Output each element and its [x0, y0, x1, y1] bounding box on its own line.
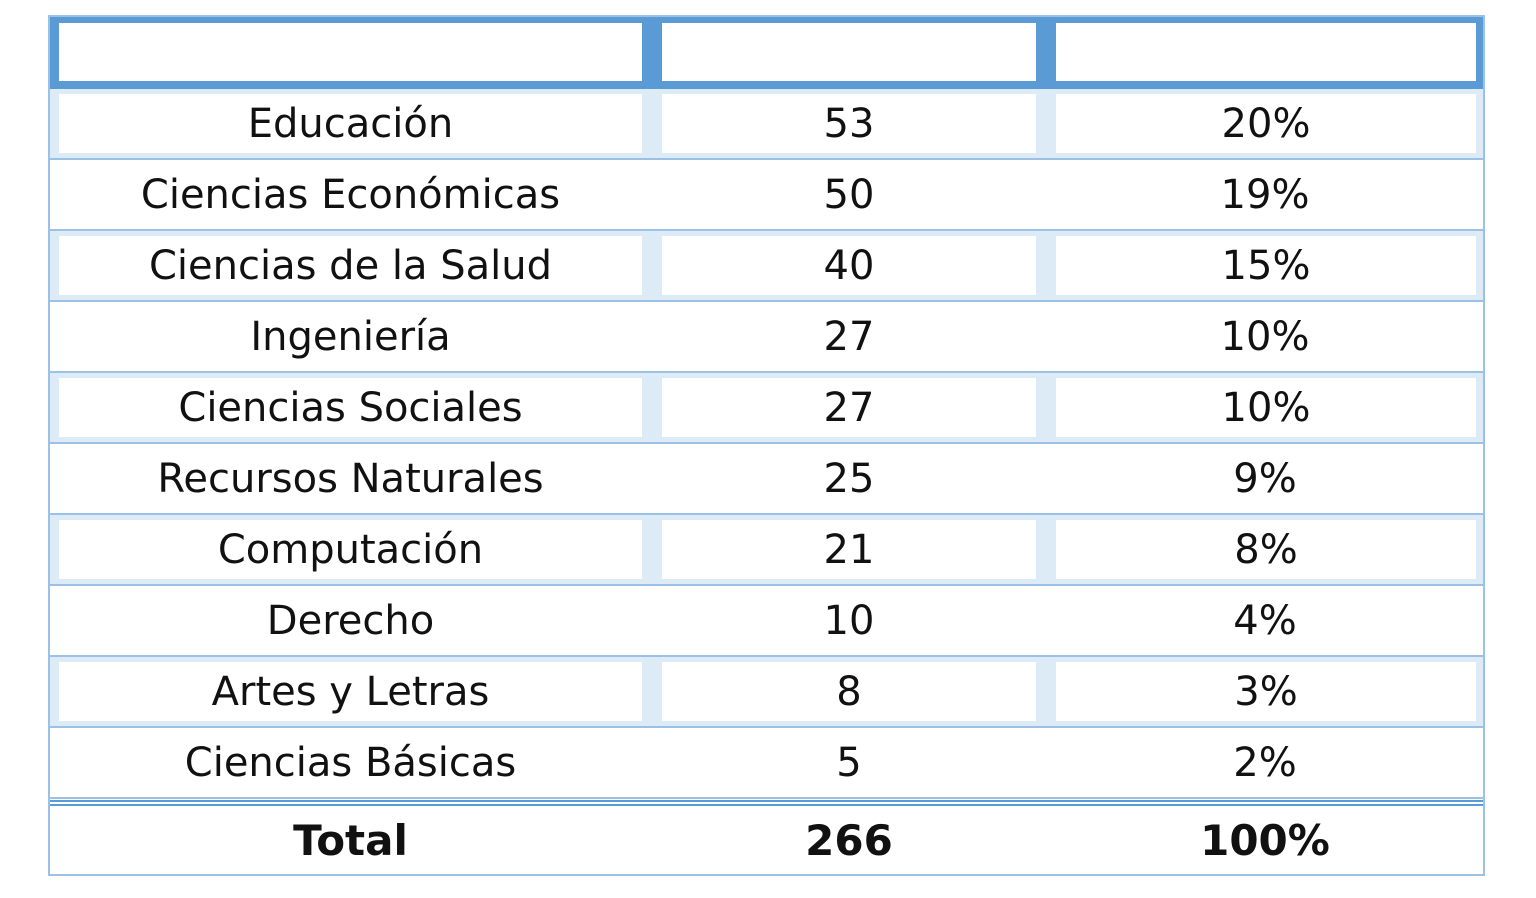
row-percent-cell: 2%: [1233, 739, 1297, 786]
row-area-cell: Ciencias Sociales: [59, 378, 642, 437]
row-count-cell: 5: [836, 739, 862, 786]
row-area-cell: Educación: [59, 94, 642, 153]
row-area-cell: Derecho: [266, 597, 435, 644]
table-header-row: [50, 17, 1483, 89]
row-area-cell: Ciencias Económicas: [140, 171, 561, 218]
row-percent-cell: 20%: [1056, 94, 1476, 153]
table-row: Ciencias de la Salud 40 15%: [50, 231, 1483, 302]
row-percent-cell: 15%: [1056, 236, 1476, 295]
row-count-cell: 10: [823, 597, 875, 644]
row-area-cell: Computación: [59, 520, 642, 579]
row-percent-cell: 8%: [1056, 520, 1476, 579]
table-row: Ciencias Económicas 50 19%: [50, 160, 1483, 231]
total-row: Total 266 100%: [50, 806, 1483, 874]
total-percent: 100%: [1200, 815, 1330, 865]
row-count-cell: 8: [662, 662, 1036, 721]
row-area-cell: Artes y Letras: [59, 662, 642, 721]
total-label: Total: [293, 815, 408, 865]
table-row: Derecho 10 4%: [50, 586, 1483, 657]
row-percent-cell: 19%: [1220, 171, 1310, 218]
table-row: Ciencias Sociales 27 10%: [50, 373, 1483, 444]
total-count: 266: [805, 815, 893, 865]
row-percent-cell: 4%: [1233, 597, 1297, 644]
row-area-cell: Ingeniería: [250, 313, 451, 360]
row-count-cell: 25: [823, 455, 875, 502]
table-row: Ingeniería 27 10%: [50, 302, 1483, 373]
row-count-cell: 27: [823, 313, 875, 360]
row-count-cell: 27: [662, 378, 1036, 437]
row-percent-cell: 9%: [1233, 455, 1297, 502]
header-cell-percent: [1056, 23, 1476, 81]
table-row: Recursos Naturales 25 9%: [50, 444, 1483, 515]
row-area-cell: Recursos Naturales: [157, 455, 544, 502]
table-row: Artes y Letras 8 3%: [50, 657, 1483, 728]
header-cell-area: [59, 23, 642, 81]
table-row: Ciencias Básicas 5 2%: [50, 728, 1483, 799]
total-separator: [50, 800, 1483, 806]
row-count-cell: 53: [662, 94, 1036, 153]
row-count-cell: 50: [823, 171, 875, 218]
table-row: Educación 53 20%: [50, 89, 1483, 160]
header-cell-count: [662, 23, 1036, 81]
row-count-cell: 40: [662, 236, 1036, 295]
row-area-cell: Ciencias de la Salud: [59, 236, 642, 295]
row-area-cell: Ciencias Básicas: [184, 739, 517, 786]
row-percent-cell: 10%: [1056, 378, 1476, 437]
row-percent-cell: 10%: [1220, 313, 1310, 360]
table-row: Computación 21 8%: [50, 515, 1483, 586]
row-count-cell: 21: [662, 520, 1036, 579]
data-table: Educación 53 20% Ciencias Económicas 50 19% Ci…: [48, 15, 1485, 876]
row-percent-cell: 3%: [1056, 662, 1476, 721]
